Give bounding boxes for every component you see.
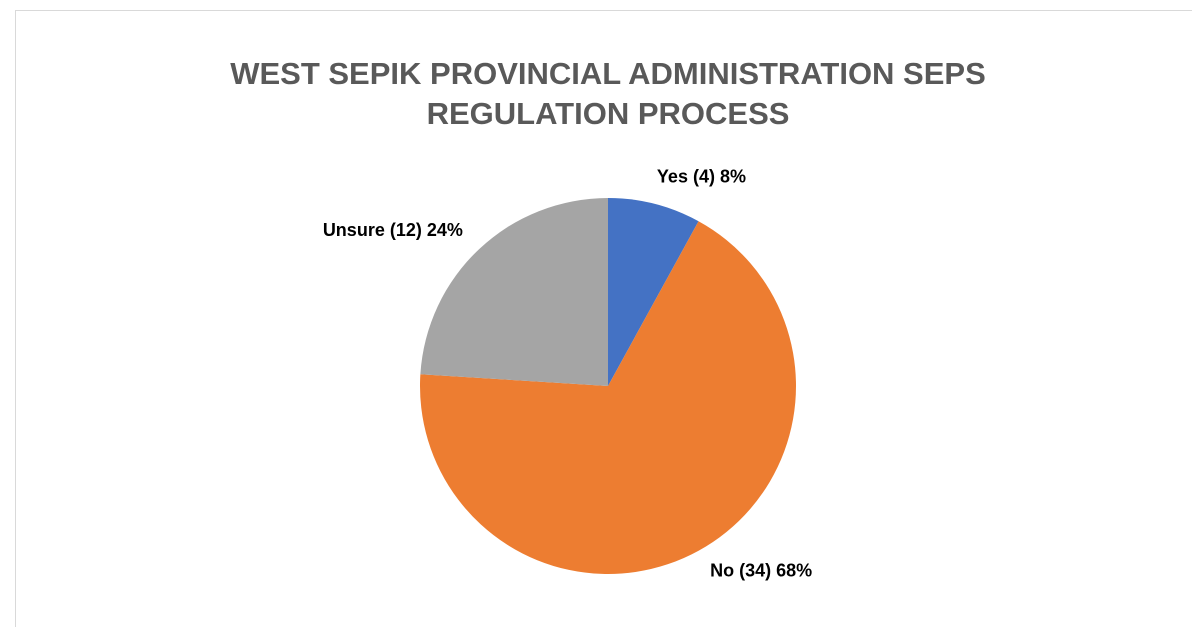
pie-slice	[420, 221, 796, 575]
data-label: Yes (4) 8%	[657, 167, 746, 187]
data-label: Unsure (12) 24%	[323, 220, 463, 240]
pie-slice	[420, 198, 608, 386]
pie-slice	[608, 198, 699, 386]
chart-title: REGULATION PROCESS	[427, 96, 790, 131]
chart-title: WEST SEPIK PROVINCIAL ADMINISTRATION SEP…	[230, 56, 986, 91]
data-label: No (34) 68%	[710, 561, 812, 581]
